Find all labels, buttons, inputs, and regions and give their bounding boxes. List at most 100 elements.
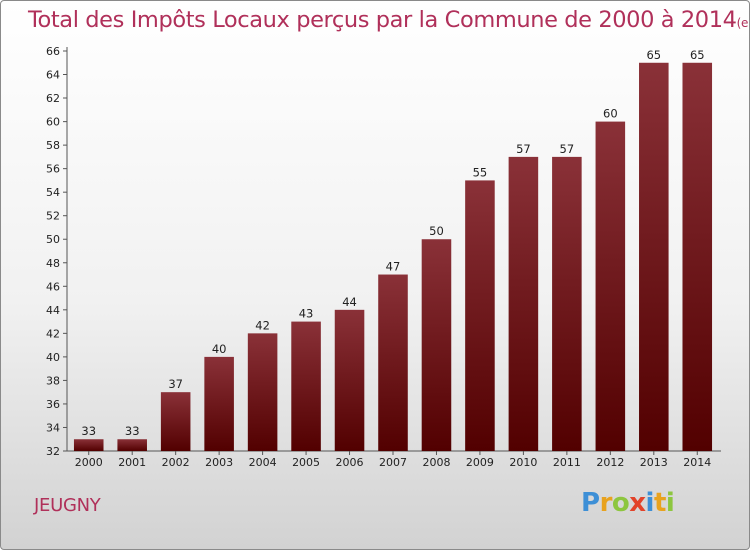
logo-letter: i — [645, 488, 655, 518]
y-tick: 48 — [46, 257, 67, 270]
y-tick: 60 — [46, 116, 67, 129]
x-tick: 2007 — [379, 451, 407, 469]
x-tick-label: 2013 — [640, 456, 668, 469]
bar — [73, 439, 104, 451]
y-tick: 36 — [46, 398, 67, 411]
y-tick-label: 42 — [46, 327, 60, 340]
y-tick: 62 — [46, 92, 67, 105]
value-label: 40 — [212, 342, 227, 356]
value-label: 33 — [125, 424, 140, 438]
x-tick: 2014 — [683, 451, 711, 469]
x-tick: 2006 — [336, 451, 364, 469]
y-tick-label: 60 — [46, 116, 60, 129]
bar — [639, 62, 669, 451]
bar — [291, 321, 321, 451]
bar — [117, 439, 147, 451]
x-tick: 2002 — [162, 451, 190, 469]
logo-letter: t — [653, 488, 666, 518]
bar — [334, 309, 365, 451]
logo-letter: x — [629, 488, 646, 518]
y-tick: 66 — [46, 45, 67, 58]
x-tick: 2009 — [466, 451, 494, 469]
chart-title-unit: (en milliers d'€) — [736, 16, 749, 30]
bar — [595, 121, 626, 452]
bar — [160, 392, 191, 451]
x-tick: 2004 — [249, 451, 277, 469]
y-tick: 40 — [46, 351, 67, 364]
y-tick: 64 — [46, 69, 67, 82]
x-tick-label: 2006 — [336, 456, 364, 469]
bar — [465, 180, 495, 452]
y-tick-label: 62 — [46, 92, 60, 105]
value-label: 37 — [168, 377, 183, 391]
x-tick-label: 2001 — [118, 456, 146, 469]
x-tick-label: 2014 — [683, 456, 711, 469]
value-label: 50 — [429, 224, 444, 238]
x-axis: 2000 2001 2002 2003 2004 2005 2006 2007 2008 2009… — [67, 450, 721, 469]
bar — [204, 356, 234, 451]
value-label: 65 — [646, 48, 661, 62]
logo-letter: r — [599, 488, 613, 518]
y-tick: 58 — [46, 139, 67, 152]
x-tick-label: 2003 — [205, 456, 233, 469]
x-tick: 2010 — [509, 451, 537, 469]
y-tick-label: 52 — [46, 210, 60, 223]
y-tick-label: 36 — [46, 398, 60, 411]
y-tick-label: 64 — [46, 69, 60, 82]
bar — [682, 62, 713, 451]
y-tick: 56 — [46, 163, 67, 176]
y-tick-label: 40 — [46, 351, 60, 364]
y-tick: 34 — [46, 421, 67, 434]
x-tick: 2013 — [640, 451, 668, 469]
value-label: 43 — [299, 307, 314, 321]
y-tick-label: 32 — [46, 445, 60, 458]
value-label: 44 — [342, 295, 357, 309]
y-tick-label: 38 — [46, 374, 60, 387]
x-tick: 2005 — [292, 451, 320, 469]
y-tick: 38 — [46, 374, 67, 387]
value-label: 57 — [516, 142, 531, 156]
x-tick-label: 2007 — [379, 456, 407, 469]
y-tick-label: 46 — [46, 280, 60, 293]
y-tick: 46 — [46, 280, 67, 293]
y-tick: 32 — [46, 445, 67, 458]
x-tick: 2011 — [553, 451, 581, 469]
logo-letter: i — [665, 488, 675, 518]
y-tick-label: 44 — [46, 304, 60, 317]
proxiti-logo: Proxiti — [581, 488, 675, 518]
y-tick: 44 — [46, 304, 67, 317]
bars — [73, 62, 713, 452]
y-tick: 42 — [46, 327, 67, 340]
bar — [247, 333, 278, 451]
y-tick: 52 — [46, 210, 67, 223]
y-tick: 54 — [46, 186, 67, 199]
value-label: 60 — [603, 107, 618, 121]
y-tick: 50 — [46, 233, 67, 246]
y-tick-label: 56 — [46, 163, 60, 176]
x-tick: 2012 — [596, 451, 624, 469]
x-tick-label: 2010 — [509, 456, 537, 469]
x-tick: 2003 — [205, 451, 233, 469]
value-labels: 33 33 37 40 42 43 44 47 50 55 57 57 60 65 65 — [81, 48, 704, 438]
value-label: 65 — [690, 48, 705, 62]
bar — [421, 239, 452, 451]
value-label: 57 — [560, 142, 575, 156]
x-tick-label: 2000 — [75, 456, 103, 469]
x-tick-label: 2012 — [596, 456, 624, 469]
value-label: 55 — [473, 165, 488, 179]
x-tick-label: 2009 — [466, 456, 494, 469]
y-axis: 32 34 36 38 40 42 44 46 48 50 52 54 56 58 60 62 64 66 — [46, 45, 68, 458]
bar — [508, 156, 539, 451]
x-tick: 2000 — [75, 451, 103, 469]
value-label: 42 — [255, 318, 270, 332]
logo-letter: P — [581, 488, 600, 518]
y-tick-label: 48 — [46, 257, 60, 270]
y-tick-label: 54 — [46, 186, 60, 199]
value-label: 47 — [386, 260, 401, 274]
y-tick-label: 34 — [46, 421, 60, 434]
x-tick-label: 2011 — [553, 456, 581, 469]
logo-letter: o — [611, 488, 630, 518]
commune-name: JEUGNY — [34, 495, 101, 516]
